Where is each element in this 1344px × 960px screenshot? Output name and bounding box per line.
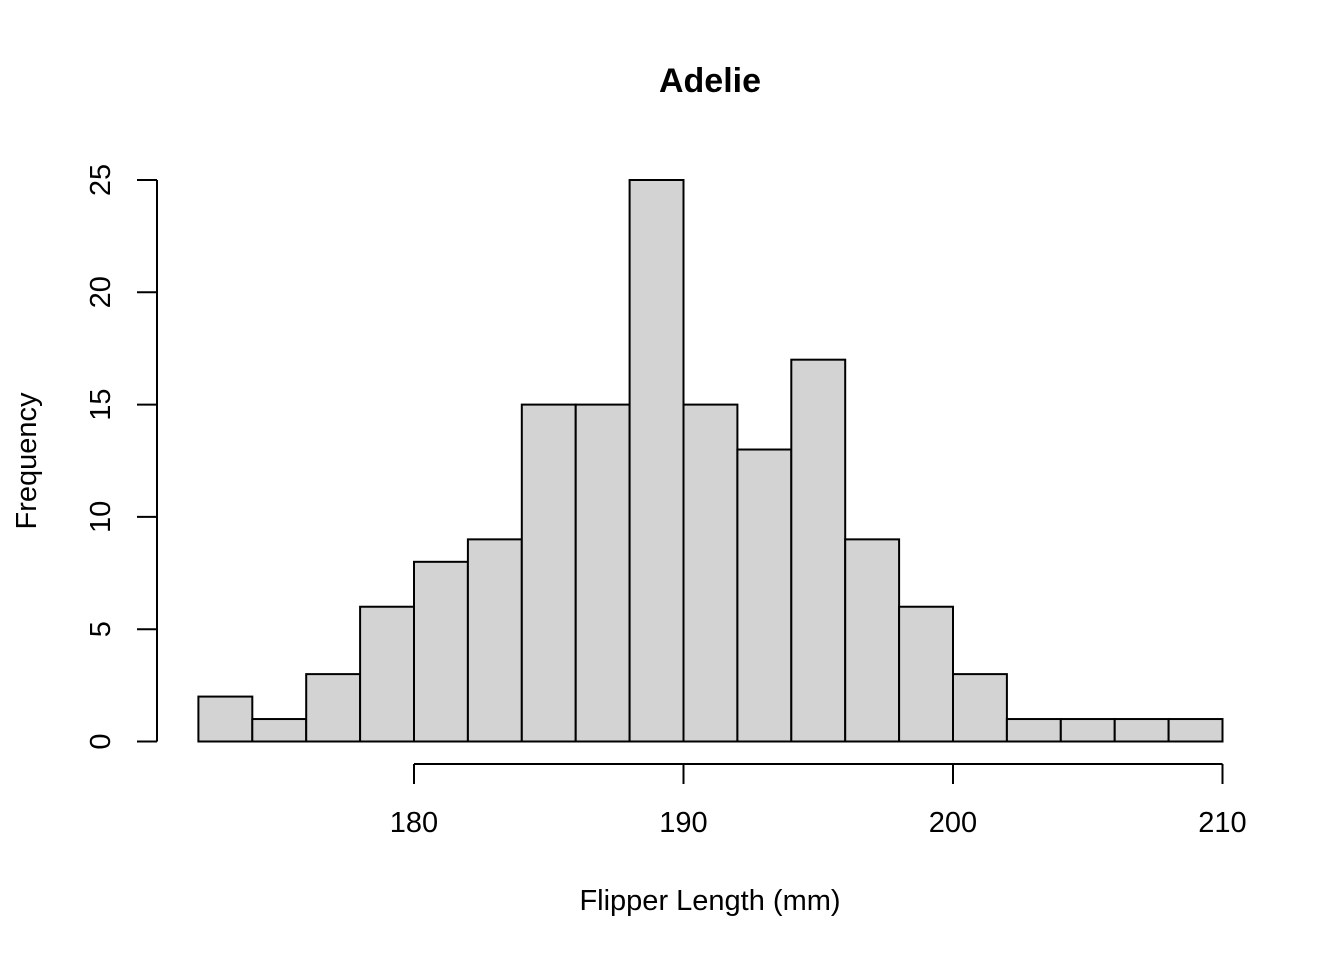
y-axis-label: Frequency — [11, 392, 43, 530]
histogram-bar — [305, 673, 362, 743]
histogram-bar — [197, 695, 254, 743]
histogram-bar — [1059, 718, 1116, 743]
x-tick-label: 210 — [1198, 807, 1246, 839]
histogram-bar — [359, 605, 416, 743]
y-axis: 0 5 10 15 20 25 — [85, 164, 158, 750]
histogram-bar — [844, 538, 901, 743]
x-tick-label: 190 — [659, 807, 707, 839]
histogram-bar — [520, 403, 577, 743]
y-tick-label: 5 — [85, 621, 117, 637]
y-tick-label: 10 — [85, 501, 117, 533]
histogram-bar — [898, 605, 954, 743]
histogram-bar — [1113, 718, 1170, 743]
histogram-bar — [466, 538, 523, 743]
histogram-bar — [1005, 718, 1062, 743]
x-tick-label: 180 — [390, 807, 438, 839]
bars-group — [197, 179, 1224, 743]
histogram-bar — [574, 403, 631, 743]
x-axis-label: Flipper Length (mm) — [579, 885, 840, 917]
histogram-bar — [628, 179, 685, 743]
histogram-bar — [682, 403, 739, 743]
histogram-bar — [736, 448, 793, 743]
histogram-bar — [251, 718, 308, 743]
x-axis: 180 190 200 210 — [390, 763, 1247, 839]
y-tick-label: 20 — [85, 276, 117, 308]
y-tick-label: 25 — [85, 164, 117, 196]
histogram-bar — [790, 358, 847, 743]
histogram-bar — [413, 560, 469, 743]
y-tick-label: 15 — [85, 388, 117, 420]
histogram-bar — [952, 673, 1008, 743]
chart-title: Adelie — [659, 62, 761, 100]
y-tick-label: 0 — [85, 733, 117, 749]
histogram-bar — [1167, 718, 1224, 743]
x-tick-label: 200 — [929, 807, 977, 839]
